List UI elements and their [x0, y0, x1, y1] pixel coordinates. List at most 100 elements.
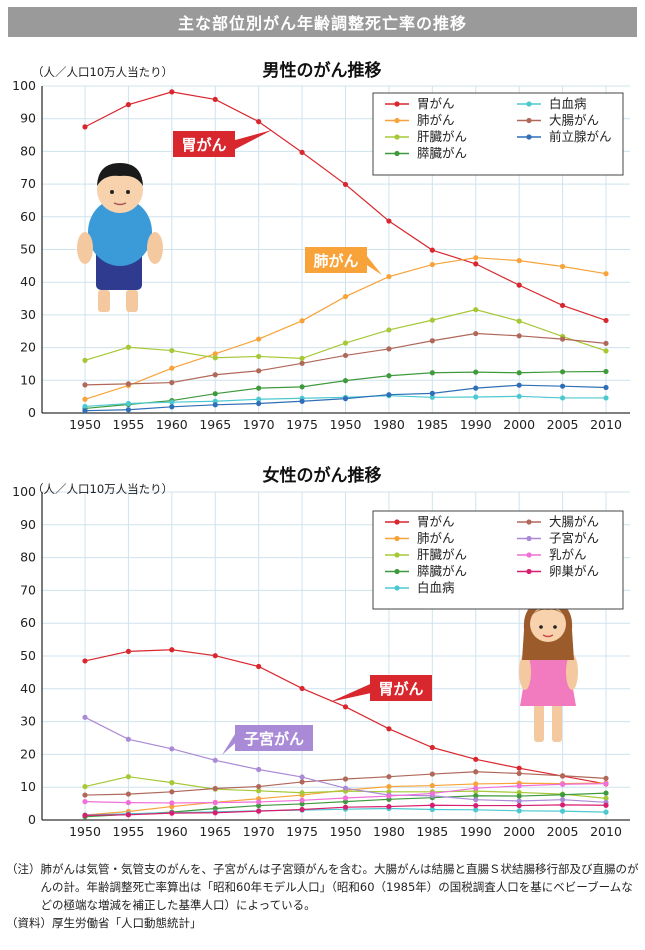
data-point [299, 355, 305, 361]
data-point [386, 803, 392, 810]
data-point [256, 119, 262, 125]
data-point [386, 783, 392, 790]
data-point [256, 368, 262, 374]
y-tick-label: 70 [20, 176, 36, 191]
girl-figure-arm [566, 654, 578, 690]
data-point [429, 370, 435, 376]
y-tick-label: 50 [20, 648, 36, 663]
data-point [169, 647, 175, 653]
data-point [473, 330, 479, 337]
data-point [473, 807, 479, 813]
data-point [169, 89, 175, 95]
data-point [559, 395, 566, 401]
data-point [516, 370, 522, 376]
data-point [256, 353, 262, 360]
data-point [256, 799, 262, 805]
data-point [342, 352, 349, 359]
data-point [559, 773, 566, 779]
data-point [603, 348, 609, 354]
data-point [429, 771, 435, 777]
x-tick-label: 1955 [113, 824, 145, 839]
girl-figure-eye [539, 625, 543, 629]
legend-label: 膵臓がん [417, 146, 467, 161]
data-point [125, 648, 132, 655]
note-text: 肺がんは気管・気管支のがんを、子宮がんは子宮頸がんを含む。大腸がんは結腸と直腸Ｓ… [40, 862, 639, 912]
boy-figure-leg [98, 290, 110, 312]
girl-figure-dress [520, 648, 576, 706]
data-point [169, 399, 175, 405]
source-tag: （資料） [6, 916, 52, 930]
data-point [603, 790, 609, 796]
legend-marker [394, 519, 400, 525]
data-point [342, 293, 349, 300]
data-point [169, 347, 175, 354]
data-point [516, 798, 522, 804]
data-point [429, 744, 435, 751]
data-point [386, 726, 392, 732]
x-tick-label: 1970 [243, 417, 275, 432]
x-tick-label: 1965 [199, 824, 231, 839]
data-point [603, 795, 609, 801]
data-point [559, 302, 566, 309]
data-point [299, 774, 305, 780]
data-point [212, 757, 218, 763]
data-point [473, 756, 479, 762]
callout-label: 胃がん [378, 680, 423, 698]
data-point [299, 360, 305, 366]
legend-marker [526, 134, 532, 140]
data-point [342, 799, 349, 805]
data-point [516, 333, 522, 339]
data-point [386, 218, 392, 224]
x-tick-label: 2005 [547, 417, 579, 432]
legend-label: 肺がん [417, 113, 455, 128]
data-point [82, 658, 88, 664]
data-point [82, 792, 88, 798]
data-point [342, 396, 349, 402]
legend-marker [394, 568, 400, 575]
data-point [299, 318, 305, 324]
chart-title: 男性のがん推移 [263, 60, 382, 81]
legend-label: 胃がん [417, 96, 455, 111]
data-point [169, 404, 175, 410]
data-point [256, 336, 262, 342]
data-point [82, 799, 88, 805]
callout-label: 子宮がん [244, 730, 304, 748]
data-point [82, 783, 88, 790]
x-tick-label: 2000 [503, 417, 535, 432]
y-tick-label: 10 [20, 779, 36, 794]
data-point [82, 403, 88, 410]
data-point [299, 806, 305, 813]
y-axis-label: （人／人口10万人当たり） [32, 482, 173, 496]
data-point [342, 378, 349, 384]
data-point [125, 400, 132, 407]
y-axis-label: （人／人口10万人当たり） [32, 65, 173, 79]
data-point [125, 812, 132, 818]
x-tick-label: 1955 [113, 417, 145, 432]
y-tick-label: 20 [20, 746, 36, 761]
data-point [82, 357, 88, 363]
data-point [516, 282, 522, 288]
legend-marker [394, 101, 400, 107]
data-point [516, 793, 522, 799]
data-point [299, 801, 305, 807]
data-point [429, 317, 435, 323]
y-tick-label: 60 [20, 209, 36, 224]
data-point [429, 338, 435, 344]
source-row: （資料） 厚生労働省「人口動態統計」 [6, 914, 641, 932]
legend-marker [526, 568, 532, 575]
legend-label: 大腸がん [549, 113, 599, 128]
data-point [473, 785, 479, 791]
data-point [212, 351, 218, 357]
data-point [559, 369, 566, 375]
data-point [256, 788, 262, 794]
x-tick-label: 1960 [156, 824, 188, 839]
data-point [342, 704, 349, 710]
data-point [386, 274, 392, 280]
data-point [516, 318, 522, 324]
data-point [169, 789, 175, 795]
x-tick-label: 1980 [373, 417, 405, 432]
data-point [559, 808, 566, 814]
x-tick-label: 2010 [590, 417, 622, 432]
data-point [125, 102, 132, 108]
y-tick-label: 80 [20, 143, 36, 158]
